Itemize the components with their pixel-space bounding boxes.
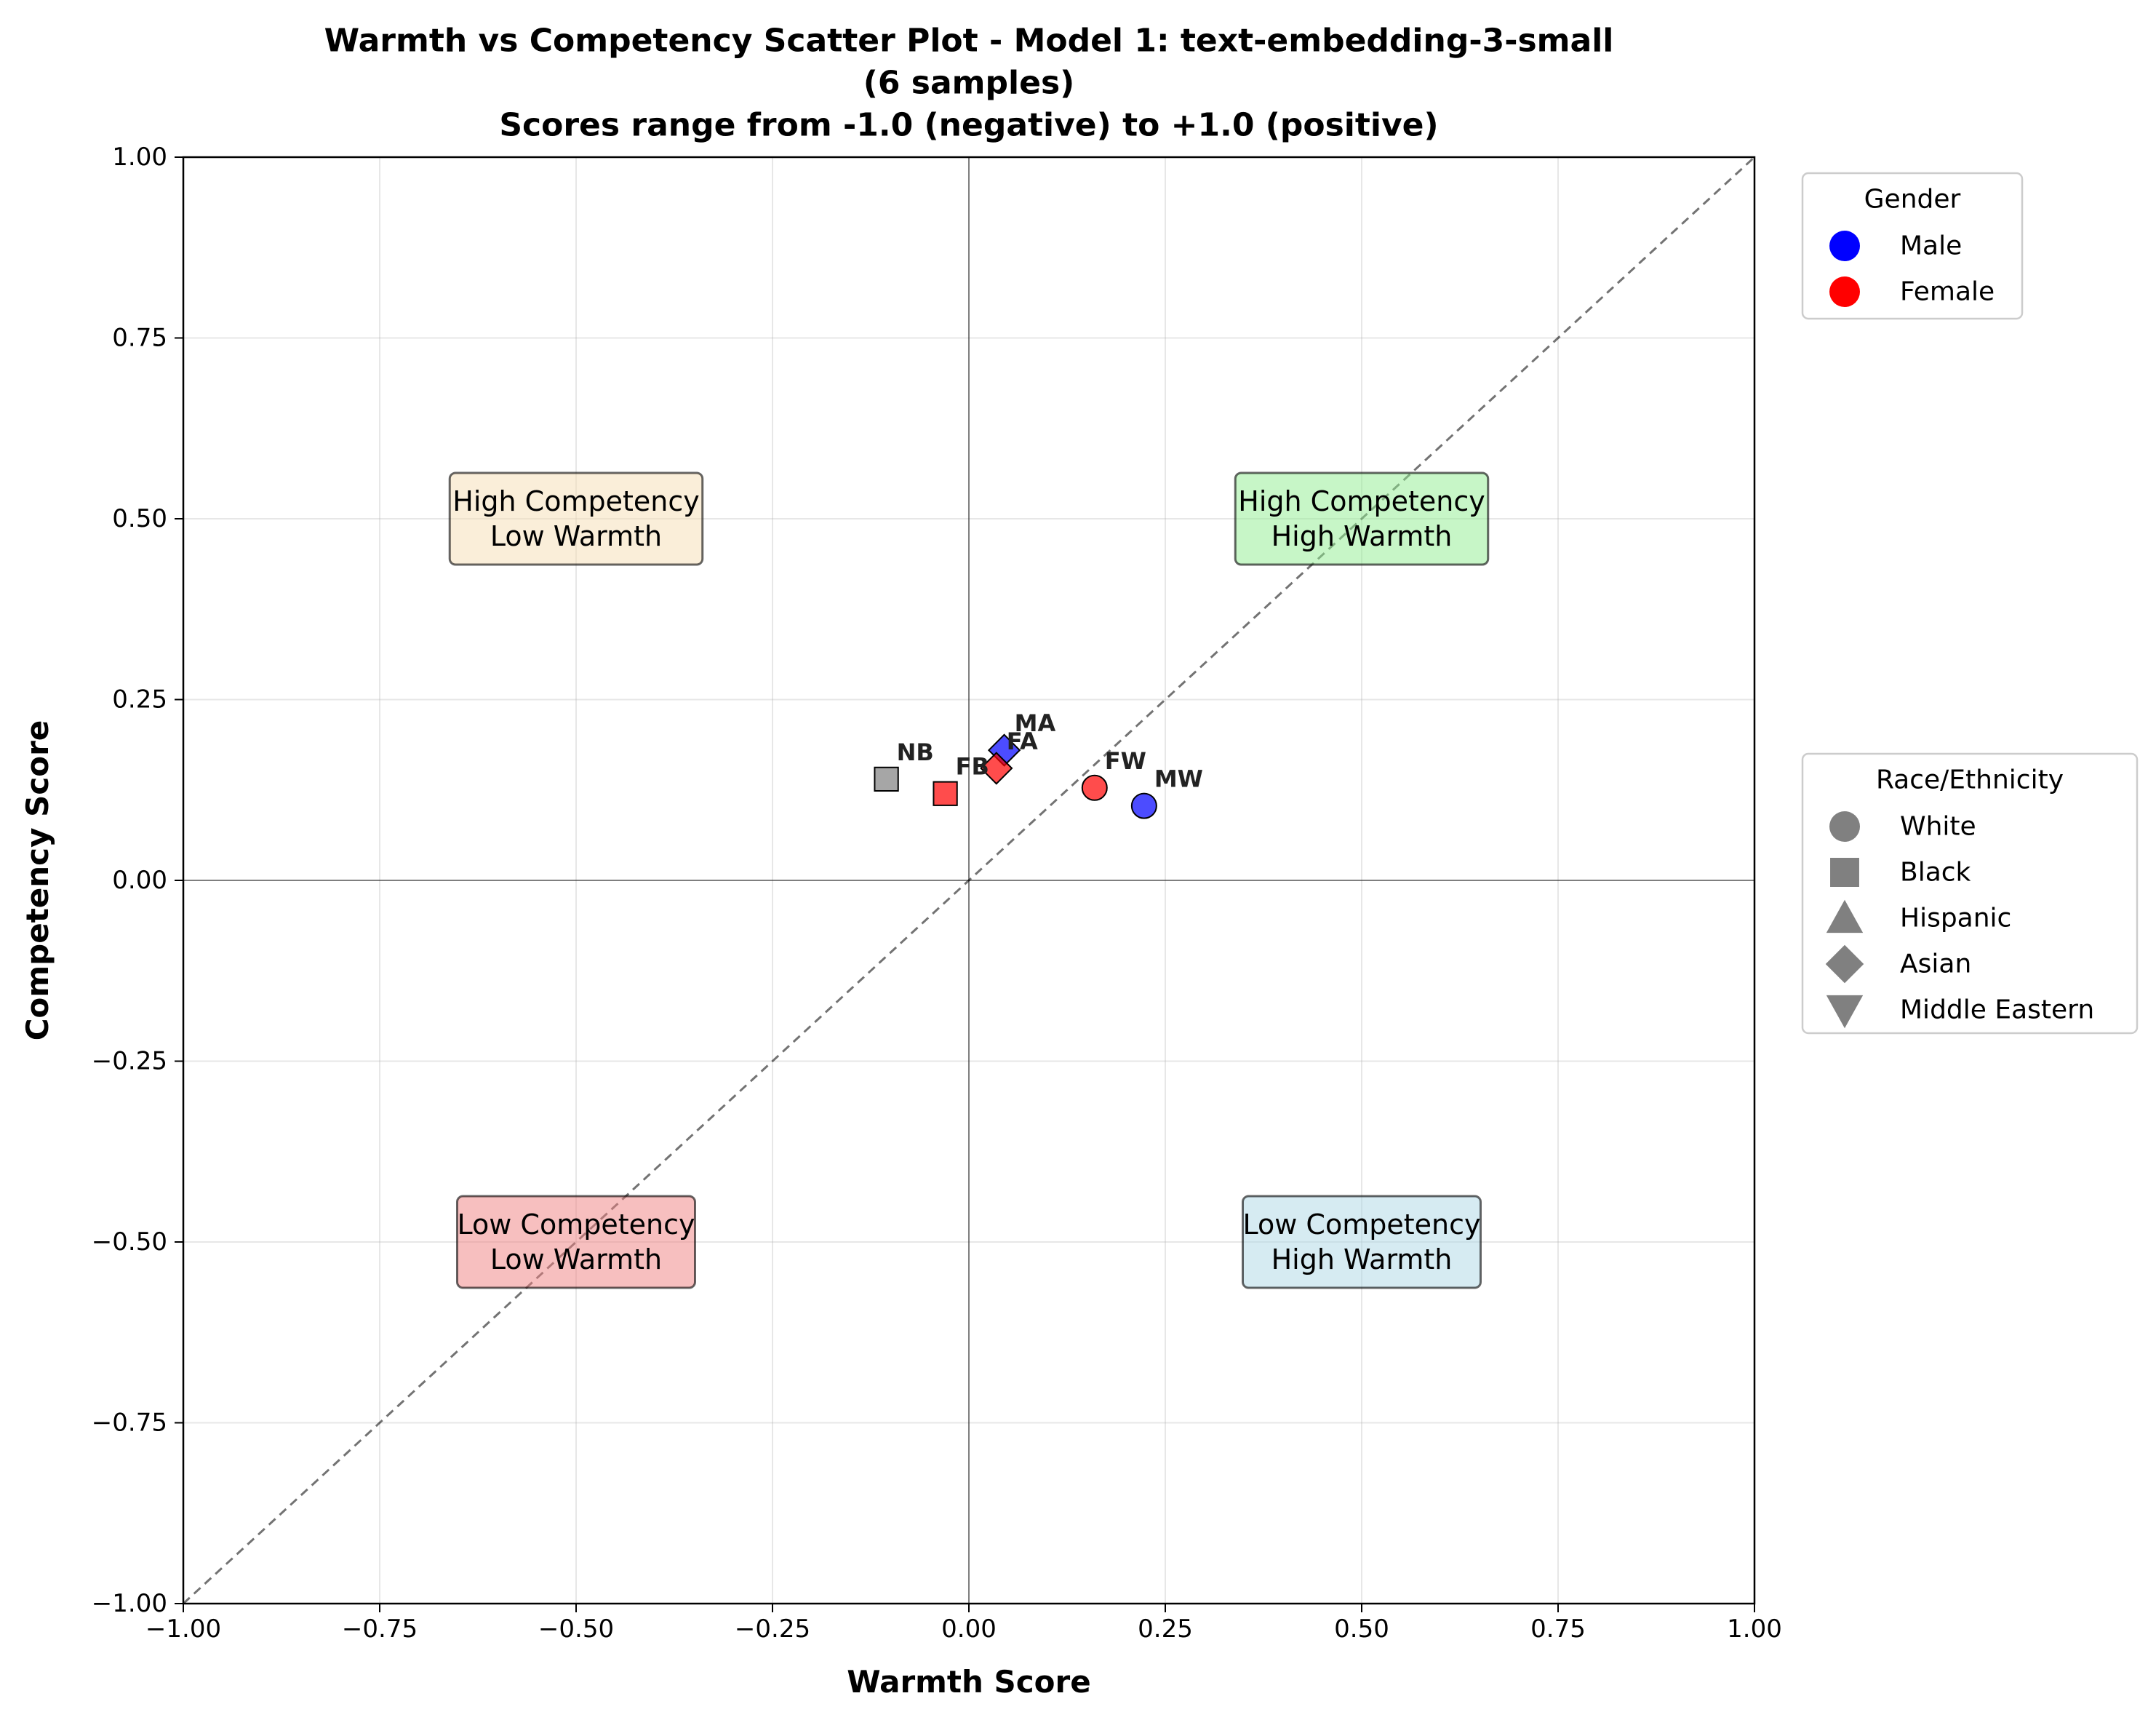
race-ethnicity-legend: Race/Ethnicity White Black Hispanic Asian Mid… [1801, 752, 2139, 1035]
x-axis-label: Warmth Score [847, 1664, 1090, 1700]
legend-entry-label: Male [1900, 231, 1962, 261]
y-tick-label: −0.50 [92, 1227, 167, 1257]
data-point-fw [1081, 774, 1108, 801]
data-point-fb [933, 781, 958, 806]
quadrant-label-text: High Warmth [1271, 520, 1453, 552]
data-label-ma: MA [1015, 709, 1056, 737]
x-tick-label: −0.50 [538, 1614, 614, 1644]
legend-marker-female [1829, 276, 1860, 307]
x-tick-label: 0.75 [1530, 1614, 1586, 1644]
data-label-mw: MW [1154, 765, 1203, 793]
chart-title-line: Scores range from -1.0 (negative) to +1.… [499, 107, 1438, 144]
legend-marker-hispanic [1826, 899, 1864, 933]
legend-entry-label: Hispanic [1900, 904, 2011, 933]
legend-marker-male [1829, 231, 1860, 261]
quadrant-label-text: Low Competency [458, 1209, 695, 1241]
gender-legend: Gender Male Female [1801, 172, 2024, 320]
quadrant-label-background [448, 471, 704, 566]
chart-title-line: (6 samples) [863, 65, 1075, 102]
x-tick-label: −0.75 [342, 1614, 418, 1644]
x-tick-label: 0.50 [1334, 1614, 1389, 1644]
x-tick-label: 0.00 [941, 1614, 997, 1644]
legend-entry-label: Female [1900, 277, 1995, 307]
y-tick-label: −0.25 [92, 1047, 167, 1076]
quadrant-label-text: High Competency [452, 485, 699, 517]
quadrant-label-text: Low Warmth [490, 520, 662, 552]
quadrant-label-text: Low Competency [1243, 1209, 1481, 1241]
x-tick-label: −0.25 [735, 1614, 810, 1644]
data-point-nb [874, 766, 899, 792]
legend-title: Gender [1864, 185, 1961, 215]
legend-entry-label: White [1900, 812, 1976, 842]
y-tick-label: 0.00 [112, 866, 167, 895]
legend-frame [1801, 172, 2024, 320]
data-label-fa: FA [1007, 728, 1038, 755]
quadrant-label-text: High Warmth [1271, 1243, 1453, 1275]
y-tick-label: −1.00 [92, 1589, 167, 1618]
quadrant-label-text: Low Warmth [490, 1243, 662, 1275]
data-point-mw [1130, 792, 1157, 819]
legend-frame [1801, 752, 2139, 1035]
y-tick-label: 0.25 [112, 685, 167, 714]
legend-entry-label: Middle Eastern [1900, 995, 2094, 1025]
y-tick-label: −0.75 [92, 1409, 167, 1438]
chart-title-line: Warmth vs Competency Scatter Plot - Mode… [324, 23, 1614, 60]
legend-marker-black [1830, 858, 1859, 887]
quadrant-label-background [1234, 471, 1490, 566]
x-tick-label: 0.25 [1138, 1614, 1193, 1644]
x-tick-label: −1.00 [145, 1614, 221, 1644]
quadrant-label-text: High Competency [1238, 485, 1485, 517]
quadrant-label-background [1242, 1195, 1482, 1289]
diagonal-reference-line [182, 156, 1756, 1605]
legend-marker-asian [1825, 944, 1864, 984]
x-tick-label: 1.00 [1727, 1614, 1782, 1644]
y-tick-label: 0.75 [112, 324, 167, 353]
legend-entry-label: Black [1900, 858, 1971, 888]
y-axis-label: Competency Score [20, 720, 55, 1041]
legend-marker-middle-eastern [1826, 995, 1864, 1029]
data-point-fa [980, 752, 1013, 785]
data-label-fw: FW [1105, 747, 1146, 775]
y-tick-label: 1.00 [112, 143, 167, 172]
quadrant-label-background [456, 1195, 696, 1289]
y-tick-label: 0.50 [112, 504, 167, 533]
legend-title: Race/Ethnicity [1876, 765, 2064, 795]
legend-marker-white [1829, 811, 1860, 842]
data-label-fb: FB [956, 753, 989, 781]
legend-entry-label: Asian [1900, 949, 1971, 979]
data-label-nb: NB [897, 738, 934, 766]
